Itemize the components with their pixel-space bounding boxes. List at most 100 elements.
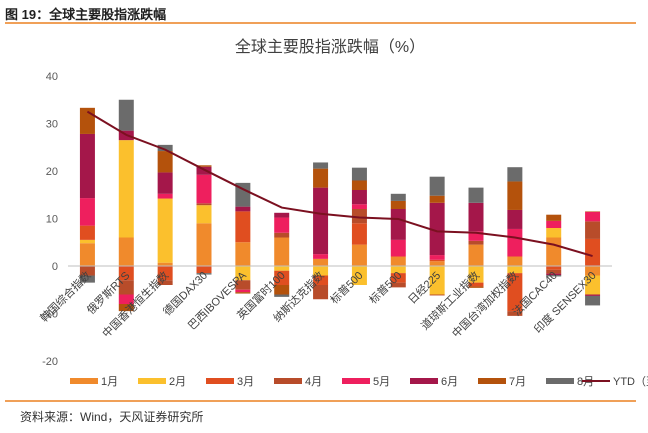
bar-segment — [313, 285, 329, 300]
bar-segment — [429, 266, 445, 295]
legend-label: 5月 — [373, 376, 390, 388]
bar-segment — [546, 237, 562, 266]
bar-segment — [507, 273, 523, 312]
bar-segment — [468, 244, 484, 266]
bar-segment — [546, 214, 562, 221]
bar-segment — [196, 266, 212, 274]
bar-segment — [157, 151, 173, 173]
bar-segment — [274, 294, 290, 297]
bar-segment — [585, 266, 601, 276]
bar-segment — [585, 221, 601, 239]
bar-segment — [351, 266, 367, 285]
bar-segment — [157, 262, 173, 266]
legend-swatch — [342, 378, 370, 384]
legend-label: 4月 — [305, 376, 322, 388]
bar-segment — [79, 198, 95, 226]
bar-segment — [546, 228, 562, 238]
x-category-label: 中国香港恒生指数 — [99, 268, 171, 340]
bar-segment — [585, 238, 601, 266]
bar-segment — [585, 295, 601, 306]
bar-segment — [585, 211, 601, 222]
chart-title: 全球主要股指涨跌幅（%） — [235, 38, 425, 56]
bar-segment — [118, 99, 134, 131]
bar-segment — [313, 254, 329, 259]
bar-segment — [79, 243, 95, 266]
bar-segment — [235, 280, 251, 290]
legend-swatch — [478, 378, 506, 384]
bar-segment — [507, 167, 523, 182]
bar-segment — [157, 198, 173, 263]
bar-segment — [196, 223, 212, 266]
bar-segment — [313, 162, 329, 169]
figure-title: 图 19：全球主要股指涨跌幅 — [5, 7, 167, 22]
bar-segment — [235, 292, 251, 294]
y-tick-label: 20 — [46, 166, 58, 178]
bar-segment — [274, 237, 290, 266]
bar-segment — [429, 195, 445, 203]
bar-segment — [235, 289, 251, 293]
source-note: 资料来源：Wind，天风证券研究所 — [20, 410, 204, 424]
bar-segment — [429, 294, 445, 296]
bar-segment — [79, 239, 95, 244]
x-category-label: 韩国综合指数 — [37, 268, 94, 325]
bar-segment — [390, 209, 406, 240]
bar-segment — [390, 266, 406, 274]
legend-swatch — [410, 378, 438, 384]
legend-swatch — [70, 378, 98, 384]
bar-segment — [118, 237, 134, 266]
bar-segment — [157, 144, 173, 152]
bar-segment — [390, 273, 406, 283]
bar-segment — [274, 266, 290, 271]
bar-segment — [429, 259, 445, 262]
bar-segment — [546, 269, 562, 274]
bar-segment — [79, 275, 95, 283]
bar-segment — [235, 211, 251, 243]
bar-segment — [118, 266, 134, 281]
bar-segment — [235, 182, 251, 207]
legend-label: 7月 — [509, 376, 526, 388]
y-tick-label: -20 — [42, 356, 58, 368]
bar-segment — [468, 266, 484, 283]
bar-segment — [196, 166, 212, 175]
bar-segment — [507, 181, 523, 210]
bar-segment — [313, 266, 329, 276]
bar-segment — [585, 275, 601, 295]
bar-segment — [390, 193, 406, 201]
legend-label: 1月 — [101, 376, 118, 388]
bar-segment — [79, 133, 95, 199]
bar-segment — [196, 273, 212, 275]
bar-segment — [313, 258, 329, 266]
bar-segment — [313, 168, 329, 188]
y-axis: -20 -10 0 10 20 30 40 — [42, 71, 58, 368]
bar-segment — [118, 280, 134, 295]
bar-segment — [274, 232, 290, 238]
bar-segment — [546, 273, 562, 276]
bar-segment — [118, 140, 134, 238]
bar-segment — [390, 256, 406, 266]
bar-segment — [157, 280, 173, 285]
bar-segment — [274, 212, 290, 218]
y-tick-label: 40 — [46, 71, 58, 83]
bars — [79, 99, 601, 316]
bottom-rule — [5, 400, 636, 402]
bar-segment — [546, 275, 562, 277]
bar-segment — [196, 203, 212, 206]
bar-segment — [274, 285, 290, 295]
bar-segment — [390, 200, 406, 209]
bar-segment — [507, 311, 523, 316]
bar-segment — [274, 217, 290, 233]
y-tick-label: 0 — [52, 261, 58, 273]
legend-label: YTD（至8/31） — [613, 375, 648, 388]
y-tick-label: 10 — [46, 214, 58, 226]
bar-segment — [79, 266, 95, 276]
bar-segment — [507, 228, 523, 257]
legend-label: 3月 — [237, 376, 254, 388]
bar-segment — [351, 209, 367, 224]
bar-segment — [351, 167, 367, 181]
ytd-line — [86, 110, 593, 257]
bar-segment — [196, 165, 212, 167]
bar-segment — [79, 225, 95, 240]
bar-segment — [585, 211, 601, 212]
bar-segment — [546, 266, 562, 270]
bar-segment — [274, 270, 290, 285]
